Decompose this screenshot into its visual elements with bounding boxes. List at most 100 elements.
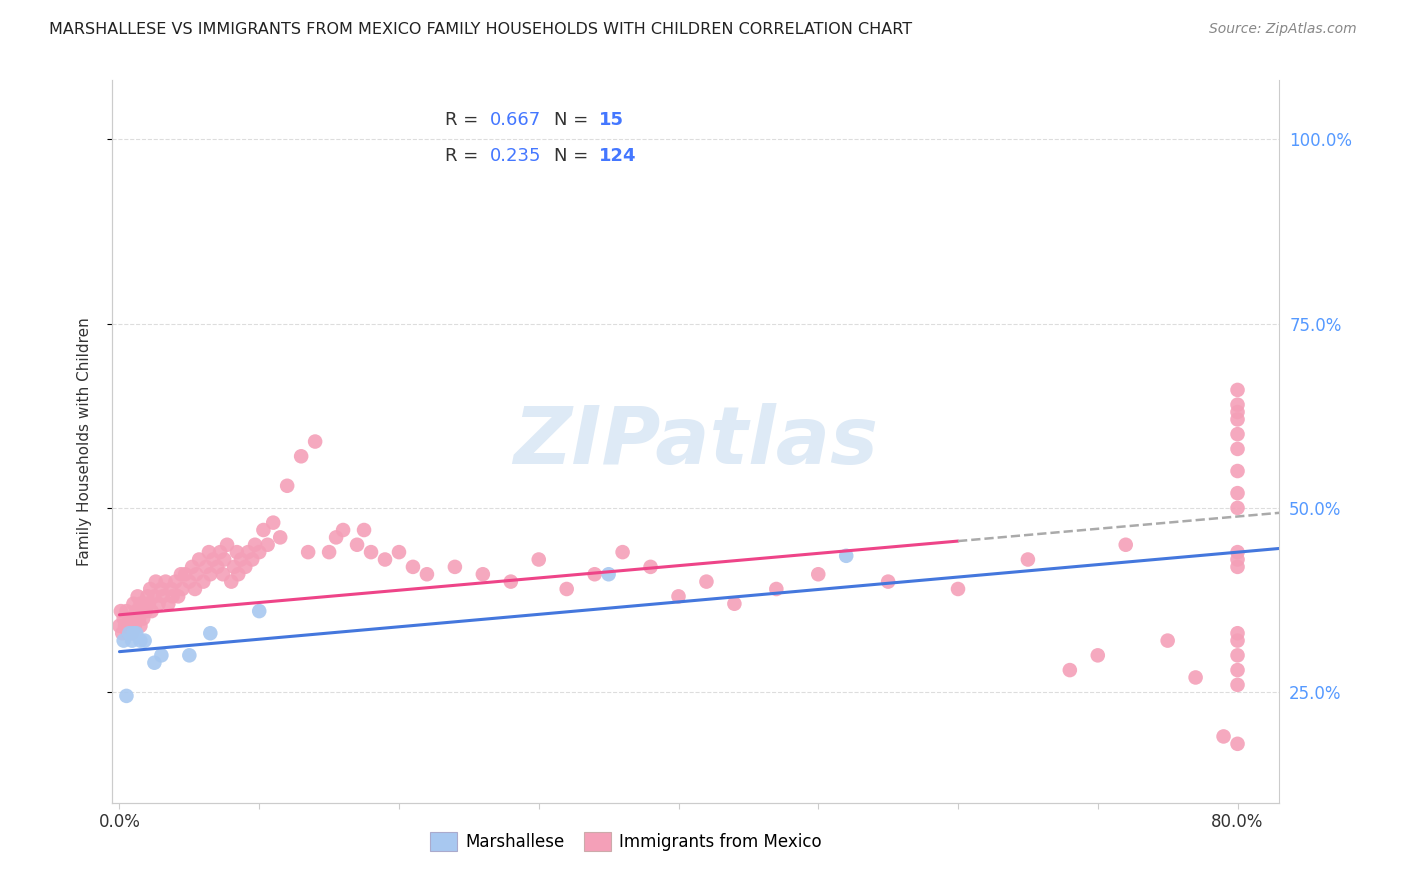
Point [225,545,247,559]
Point [122,611,145,625]
Point [138,597,160,611]
Point [1212,730,1234,744]
Point [612,545,634,559]
Point [217,538,239,552]
Point [150,582,173,596]
Point [145,574,167,589]
Point [1226,383,1249,397]
Text: 0.667: 0.667 [489,111,541,129]
Text: R =: R = [446,111,484,129]
Point [1156,633,1178,648]
Point [117,626,139,640]
Text: N =: N = [554,147,593,165]
Point [247,545,270,559]
Point [179,574,201,589]
Point [668,590,690,604]
Point [202,552,225,566]
Point [188,552,211,566]
Point [136,590,159,604]
Point [125,604,148,618]
Point [121,626,143,640]
Point [219,574,242,589]
Text: 0.235: 0.235 [489,147,541,165]
Point [110,604,132,618]
Point [360,545,382,559]
Point [179,648,201,663]
Point [129,597,152,611]
Point [174,567,197,582]
Point [131,604,153,618]
Point [256,538,278,552]
Point [129,619,152,633]
Point [946,582,969,596]
Point [134,633,156,648]
Point [184,582,207,596]
Point [346,538,368,552]
Point [1184,670,1206,684]
Point [1226,412,1249,426]
Point [193,574,215,589]
Point [723,597,745,611]
Point [229,552,252,566]
Point [1226,663,1249,677]
Point [765,582,787,596]
Point [129,633,152,648]
Point [1226,464,1249,478]
Point [125,626,148,640]
Point [120,619,142,633]
Point [499,574,522,589]
Point [200,626,222,640]
Point [1226,626,1249,640]
Point [121,633,143,648]
Point [148,597,170,611]
Point [114,619,136,633]
Point [236,545,259,559]
Text: 15: 15 [599,111,624,129]
Point [332,523,354,537]
Point [167,590,190,604]
Point [297,545,319,559]
Point [269,530,291,544]
Point [118,611,141,625]
Point [304,434,326,449]
Point [353,523,375,537]
Point [165,574,187,589]
Point [527,552,550,566]
Legend: Marshallese, Immigrants from Mexico: Marshallese, Immigrants from Mexico [422,824,830,860]
Point [226,567,249,582]
Point [598,567,620,582]
Text: N =: N = [554,111,593,129]
Point [128,611,150,625]
Point [247,604,270,618]
Point [152,590,174,604]
Point [122,597,145,611]
Point [1226,552,1249,566]
Point [1226,678,1249,692]
Point [1226,648,1249,663]
Point [1226,442,1249,456]
Point [1059,663,1081,677]
Text: 124: 124 [599,147,637,165]
Point [877,574,900,589]
Point [141,604,163,618]
Point [181,560,204,574]
Point [134,597,156,611]
Point [172,582,194,596]
Point [118,626,141,640]
Point [160,582,183,596]
Point [115,619,138,633]
Point [112,633,135,648]
Text: MARSHALLESE VS IMMIGRANTS FROM MEXICO FAMILY HOUSEHOLDS WITH CHILDREN CORRELATIO: MARSHALLESE VS IMMIGRANTS FROM MEXICO FA… [49,22,912,37]
Point [1226,486,1249,500]
Point [111,626,134,640]
Point [132,611,155,625]
Point [262,516,284,530]
Point [124,619,146,633]
Point [416,567,439,582]
Point [290,450,312,464]
Point [1226,427,1249,442]
Point [374,552,396,566]
Point [233,560,256,574]
Point [170,567,193,582]
Point [122,626,145,640]
